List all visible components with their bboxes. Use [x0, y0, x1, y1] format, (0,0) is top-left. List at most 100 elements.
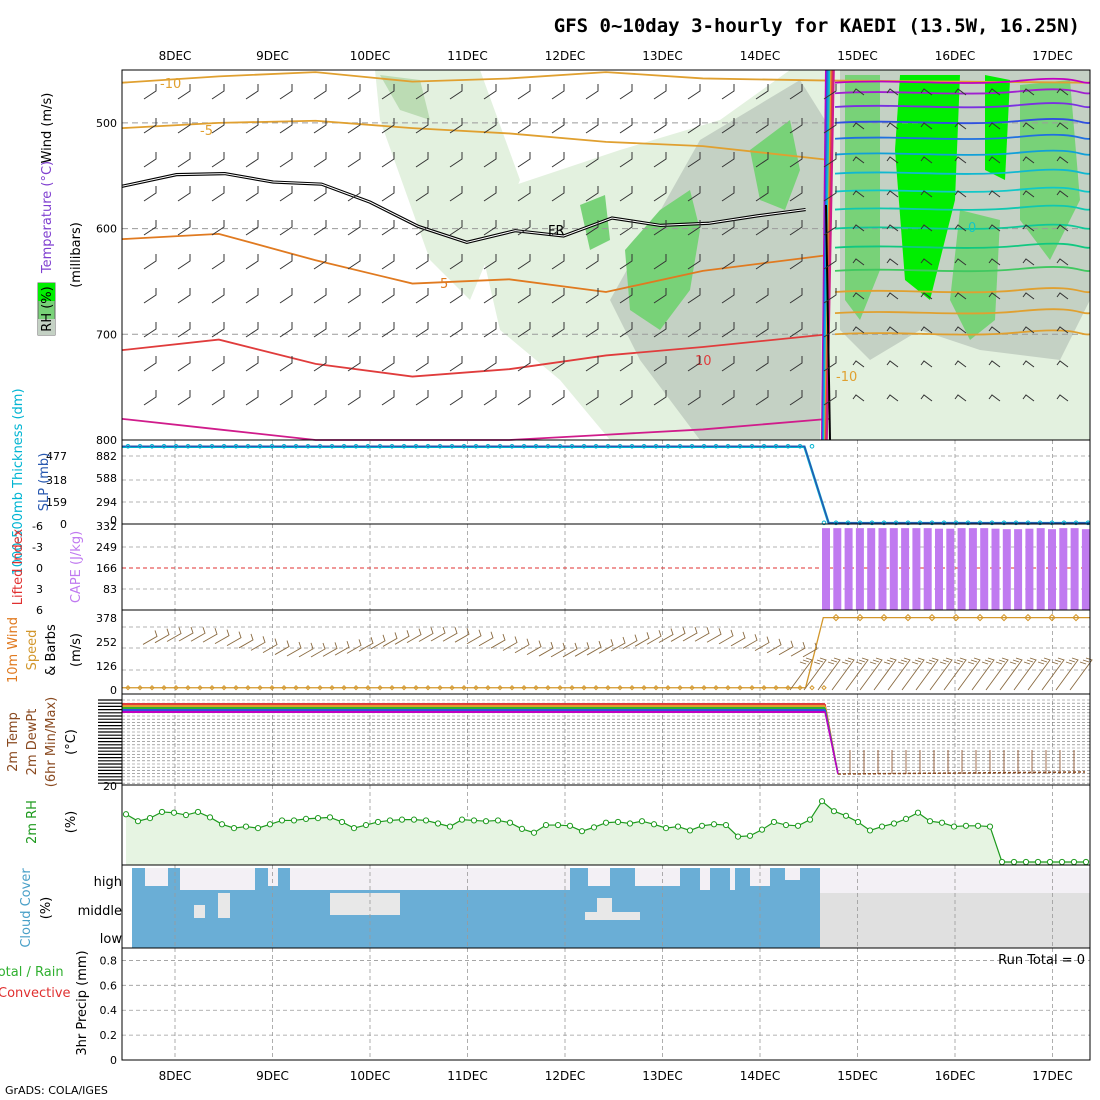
- thickness-marker: [257, 444, 263, 449]
- wind-barb: [483, 152, 497, 168]
- cold-isotherm-line: [834, 118, 1091, 125]
- wind10m-axis-label: 10m Wind: [6, 617, 21, 683]
- wind-barb: [988, 88, 1001, 96]
- wind-barb: [954, 122, 967, 130]
- wind-barb: [190, 627, 206, 642]
- rh2m-point: [734, 833, 742, 840]
- cape-bar: [912, 528, 921, 610]
- wind-barb: [381, 390, 395, 406]
- wind-barb: [454, 628, 470, 643]
- wind-speed-marker: [749, 685, 755, 691]
- run-total-label: Run Total = 0: [998, 953, 1085, 968]
- cape-tick-label: 249: [96, 541, 117, 554]
- wind-barb: [920, 292, 933, 300]
- wind-barb: [687, 152, 701, 168]
- rh2m-point: [998, 858, 1006, 866]
- wind-barb: [517, 288, 531, 304]
- wind-speed-marker: [509, 685, 515, 691]
- wind-barb: [646, 630, 662, 645]
- wind-barb: [687, 220, 701, 236]
- wind-barb: [551, 288, 565, 304]
- wind-barb: [988, 224, 1001, 232]
- rh2m-point: [374, 818, 382, 826]
- rh2m-point: [1070, 858, 1078, 866]
- panel-frame: [121, 947, 1091, 1061]
- cape-tick-label: 332: [96, 520, 117, 533]
- thickness-marker: [701, 444, 707, 449]
- wind-speed-marker: [149, 685, 155, 691]
- cloud-gap: [218, 893, 230, 918]
- rh-shade-region: [950, 210, 1000, 340]
- wind-barb: [449, 220, 463, 236]
- wind-barb: [478, 631, 494, 647]
- wind-barb: [988, 190, 1001, 198]
- wind-barb: [381, 220, 395, 236]
- wind-speed-marker: [521, 685, 527, 691]
- wind-barb: [483, 254, 497, 270]
- wind-barb: [886, 156, 899, 164]
- wind-barb: [1022, 156, 1035, 164]
- wind-barb: [313, 322, 327, 338]
- wind-barb: [852, 326, 865, 334]
- thickness-marker: [953, 520, 959, 526]
- wind-speed-marker: [209, 685, 215, 691]
- cape-bar: [889, 528, 898, 610]
- wind-speed-marker: [497, 685, 503, 691]
- thickness-marker: [977, 520, 983, 526]
- rh2m-point: [434, 820, 442, 827]
- wind-barb: [313, 186, 327, 202]
- wind-barb: [334, 640, 350, 656]
- thickness-tick-label: 0: [60, 518, 67, 531]
- wind-speed-marker: [785, 685, 791, 691]
- wind-barb: [823, 152, 837, 168]
- thickness-marker: [581, 444, 587, 449]
- wind-barb: [347, 356, 361, 372]
- rh2m-point: [458, 816, 466, 823]
- cape-bar: [1002, 529, 1011, 610]
- cold-isotherm-line: [834, 287, 1091, 294]
- lifted-tick-label: 3: [36, 583, 43, 596]
- cloud-gap: [145, 868, 168, 886]
- thickness-marker: [725, 444, 731, 449]
- thickness-marker: [293, 444, 299, 449]
- rh2m-point: [122, 811, 130, 818]
- wind-barb: [831, 657, 855, 691]
- precip-axis-label: 3hr Precip (mm): [75, 950, 90, 1055]
- rh2m-point: [542, 821, 550, 829]
- wind-speed-marker: [125, 685, 131, 691]
- wind-barb: [721, 390, 735, 406]
- top-date-label: 17DEC: [1032, 49, 1072, 63]
- thickness-marker: [197, 444, 203, 449]
- cloud-level-middle: middle: [78, 904, 122, 919]
- thickness-marker: [905, 520, 911, 526]
- rh-shade-region: [845, 75, 880, 320]
- wind-barb: [755, 152, 769, 168]
- wind-barb: [718, 629, 734, 645]
- thickness-marker: [161, 444, 167, 449]
- wind-barb: [415, 322, 429, 338]
- wind-barb: [766, 638, 782, 654]
- wind-barb: [653, 118, 667, 134]
- wind-barb: [585, 322, 599, 338]
- wind-barb: [886, 88, 899, 96]
- wind-barb: [585, 254, 599, 270]
- cloud-unit-label: (%): [39, 897, 54, 920]
- cloud-axis-label: Cloud Cover: [19, 868, 34, 948]
- wind-barb: [483, 118, 497, 134]
- wind-barb: [177, 220, 191, 236]
- rh2m-point: [398, 816, 406, 823]
- temp2m-panel: 20 2m Temp 2m DewPt (6hr Min/Max) (°C): [6, 693, 1091, 793]
- rh2m-point: [1058, 858, 1066, 866]
- wind-barb: [245, 288, 259, 304]
- wind-tick-label: 378: [96, 612, 117, 625]
- wind-barb: [177, 390, 191, 406]
- wind-barb: [730, 631, 746, 647]
- wind-barb: [789, 254, 803, 270]
- wind-barb: [789, 84, 803, 100]
- wind-barb: [886, 360, 899, 368]
- wind-barb: [381, 356, 395, 372]
- wind-barb: [886, 258, 899, 266]
- wind-barb: [586, 640, 602, 656]
- cold-isotherm-line: [834, 329, 1091, 336]
- top-date-label: 8DEC: [159, 49, 192, 63]
